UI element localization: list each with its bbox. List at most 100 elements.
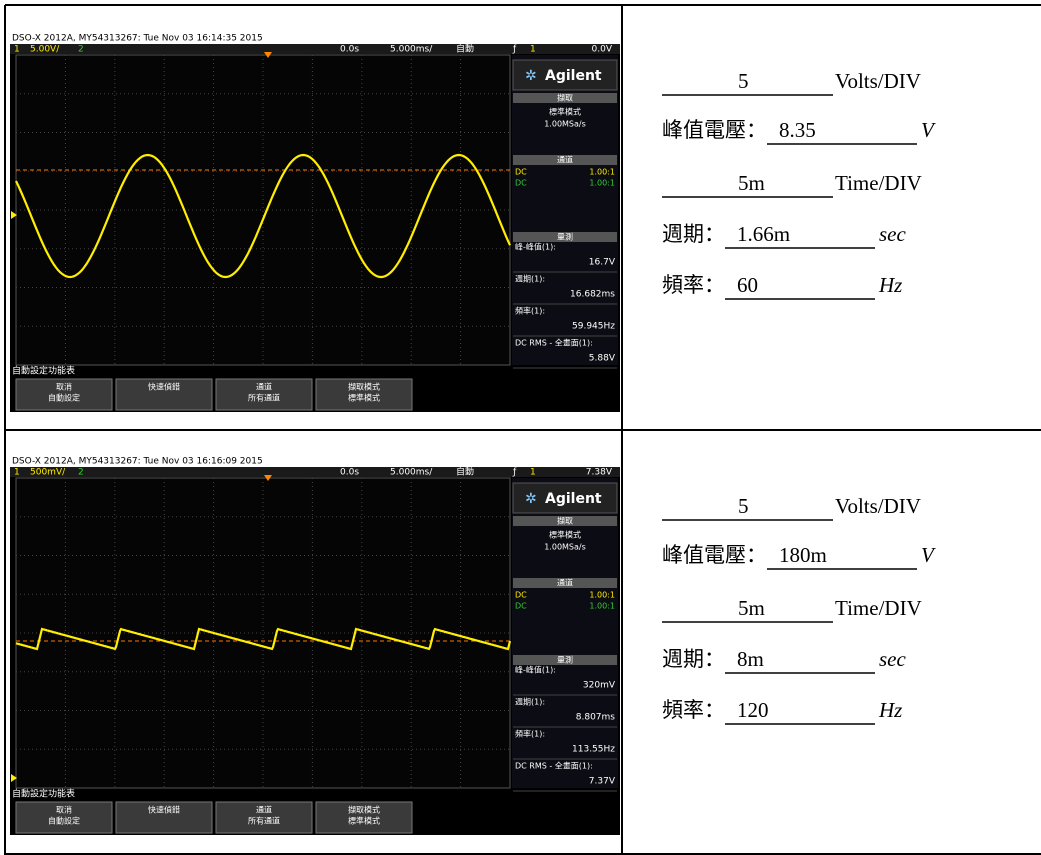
page: DSO-X 2012A, MY54313267: Tue Nov 03 16:1… (0, 0, 1041, 855)
softkey-label: 自動設定 (48, 816, 80, 826)
scope-text: 1.00:1 (589, 179, 615, 188)
scope-text: DC (515, 591, 527, 600)
answer-unit: V (921, 543, 936, 567)
answer-value: 180m (779, 543, 827, 567)
softkey-label: 快速偵錯 (148, 805, 180, 815)
scope-text: 1.00:1 (589, 602, 615, 611)
softkey-label: 快速偵錯 (148, 382, 180, 392)
measurement-value: 16.682ms (570, 290, 615, 300)
scope-text: 1.00MSa/s (544, 543, 586, 552)
measurement-label: 頻率(1): (515, 306, 545, 316)
scope-text: 通道 (557, 155, 573, 165)
measurement-label: DC RMS - 全畫面(1): (515, 761, 593, 771)
scope-text: DC (515, 602, 527, 611)
scope-text: 0.0s (340, 45, 359, 55)
status-bar (10, 44, 620, 54)
ch1-label: 1 (14, 45, 20, 55)
scope-text: 1 (530, 45, 536, 55)
answer-unit: Hz (878, 273, 902, 297)
measurement-label: 週期(1): (515, 275, 545, 284)
menu-title: 自動設定功能表 (12, 788, 75, 800)
ch2: 2 (78, 45, 84, 55)
answer-unit: sec (879, 647, 906, 671)
scope-text: 自動 (456, 43, 474, 55)
measurement-label: 週期(1): (515, 698, 545, 707)
softkey-label: 取消 (56, 382, 72, 392)
ch1-label: 1 (14, 468, 20, 478)
scope-text: 擷取 (557, 516, 573, 526)
scope-text: 5.000ms/ (390, 468, 433, 478)
answer-unit: V (921, 118, 936, 142)
measurement-value: 59.945Hz (572, 322, 615, 332)
menu-title: 自動設定功能表 (12, 365, 75, 377)
scope-text: 1.00MSa/s (544, 120, 586, 129)
measurement-value: 8.807ms (576, 713, 616, 723)
graticule (16, 478, 510, 788)
scope-text: 5.000ms/ (390, 45, 433, 55)
brand-icon: ✲ (525, 68, 537, 84)
scope-text: 1.00:1 (589, 168, 615, 177)
scope-text: 擷取 (557, 93, 573, 103)
scope-text: 7.38V (586, 468, 613, 478)
softkey-label: 所有通道 (248, 816, 280, 826)
answer-unit: Time/DIV (835, 596, 922, 620)
answer-unit: Time/DIV (835, 171, 922, 195)
answer-value: 1.66m (737, 222, 790, 246)
answer-value: 5 (738, 69, 749, 93)
measurement-label: DC RMS - 全畫面(1): (515, 338, 593, 348)
answer-label: 頻率： (662, 273, 725, 297)
measurement-label: 頻率(1): (515, 729, 545, 739)
answer-label: 週期： (662, 222, 725, 246)
ch1-scale: 500mV/ (30, 468, 66, 478)
scope-text: DC (515, 168, 527, 177)
scope-text: 0.0V (592, 45, 613, 55)
scope-text: 量測 (557, 232, 573, 242)
softkey-label: 標準模式 (348, 816, 380, 826)
answer-label: 週期： (662, 647, 725, 671)
answer-label: 峰值電壓： (662, 118, 767, 142)
answer-value: 60 (737, 273, 758, 297)
answer-value: 8m (737, 647, 764, 671)
scope-text: 標準模式 (549, 530, 581, 540)
measurement-label: 峰-峰值(1): (515, 665, 556, 675)
answer-value: 5m (738, 596, 765, 620)
softkey-label: 通道 (256, 805, 272, 815)
measurement-value: 320mV (583, 681, 616, 691)
scope-header: DSO-X 2012A, MY54313267: Tue Nov 03 16:1… (12, 457, 263, 467)
answer-unit: Volts/DIV (835, 494, 921, 518)
document: DSO-X 2012A, MY54313267: Tue Nov 03 16:1… (0, 0, 1041, 855)
ch1-scale: 5.00V/ (30, 45, 60, 55)
answer-unit: sec (879, 222, 906, 246)
softkey-label: 通道 (256, 382, 272, 392)
answer-label: 頻率： (662, 698, 725, 722)
scope-text: 量測 (557, 655, 573, 665)
answer-label: 峰值電壓： (662, 543, 767, 567)
brand: Agilent (545, 491, 602, 507)
answer-value: 8.35 (779, 118, 816, 142)
ch2: 2 (78, 468, 84, 478)
answer-value: 5m (738, 171, 765, 195)
scope-text: 1.00:1 (589, 591, 615, 600)
brand-icon: ✲ (525, 491, 537, 507)
brand: Agilent (545, 68, 602, 84)
scope-text: 1 (530, 468, 536, 478)
answer-unit: Hz (878, 698, 902, 722)
scope-text: 通道 (557, 578, 573, 588)
scope-text: DC (515, 179, 527, 188)
graticule (16, 55, 510, 365)
scope-text: 自動 (456, 466, 474, 478)
softkey-label: 標準模式 (348, 393, 380, 403)
measurement-value: 7.37V (589, 777, 616, 787)
status-bar (10, 467, 620, 477)
measurement-value: 16.7V (589, 258, 616, 268)
scope-text: 標準模式 (549, 107, 581, 117)
softkey-label: 擷取模式 (348, 382, 380, 392)
answer-unit: Volts/DIV (835, 69, 921, 93)
softkey-label: 取消 (56, 805, 72, 815)
measurement-value: 5.88V (589, 354, 616, 364)
softkey-label: 擷取模式 (348, 805, 380, 815)
softkey-label: 自動設定 (48, 393, 80, 403)
measurement-label: 峰-峰值(1): (515, 242, 556, 252)
answer-value: 5 (738, 494, 749, 518)
measurement-value: 113.55Hz (572, 745, 615, 755)
